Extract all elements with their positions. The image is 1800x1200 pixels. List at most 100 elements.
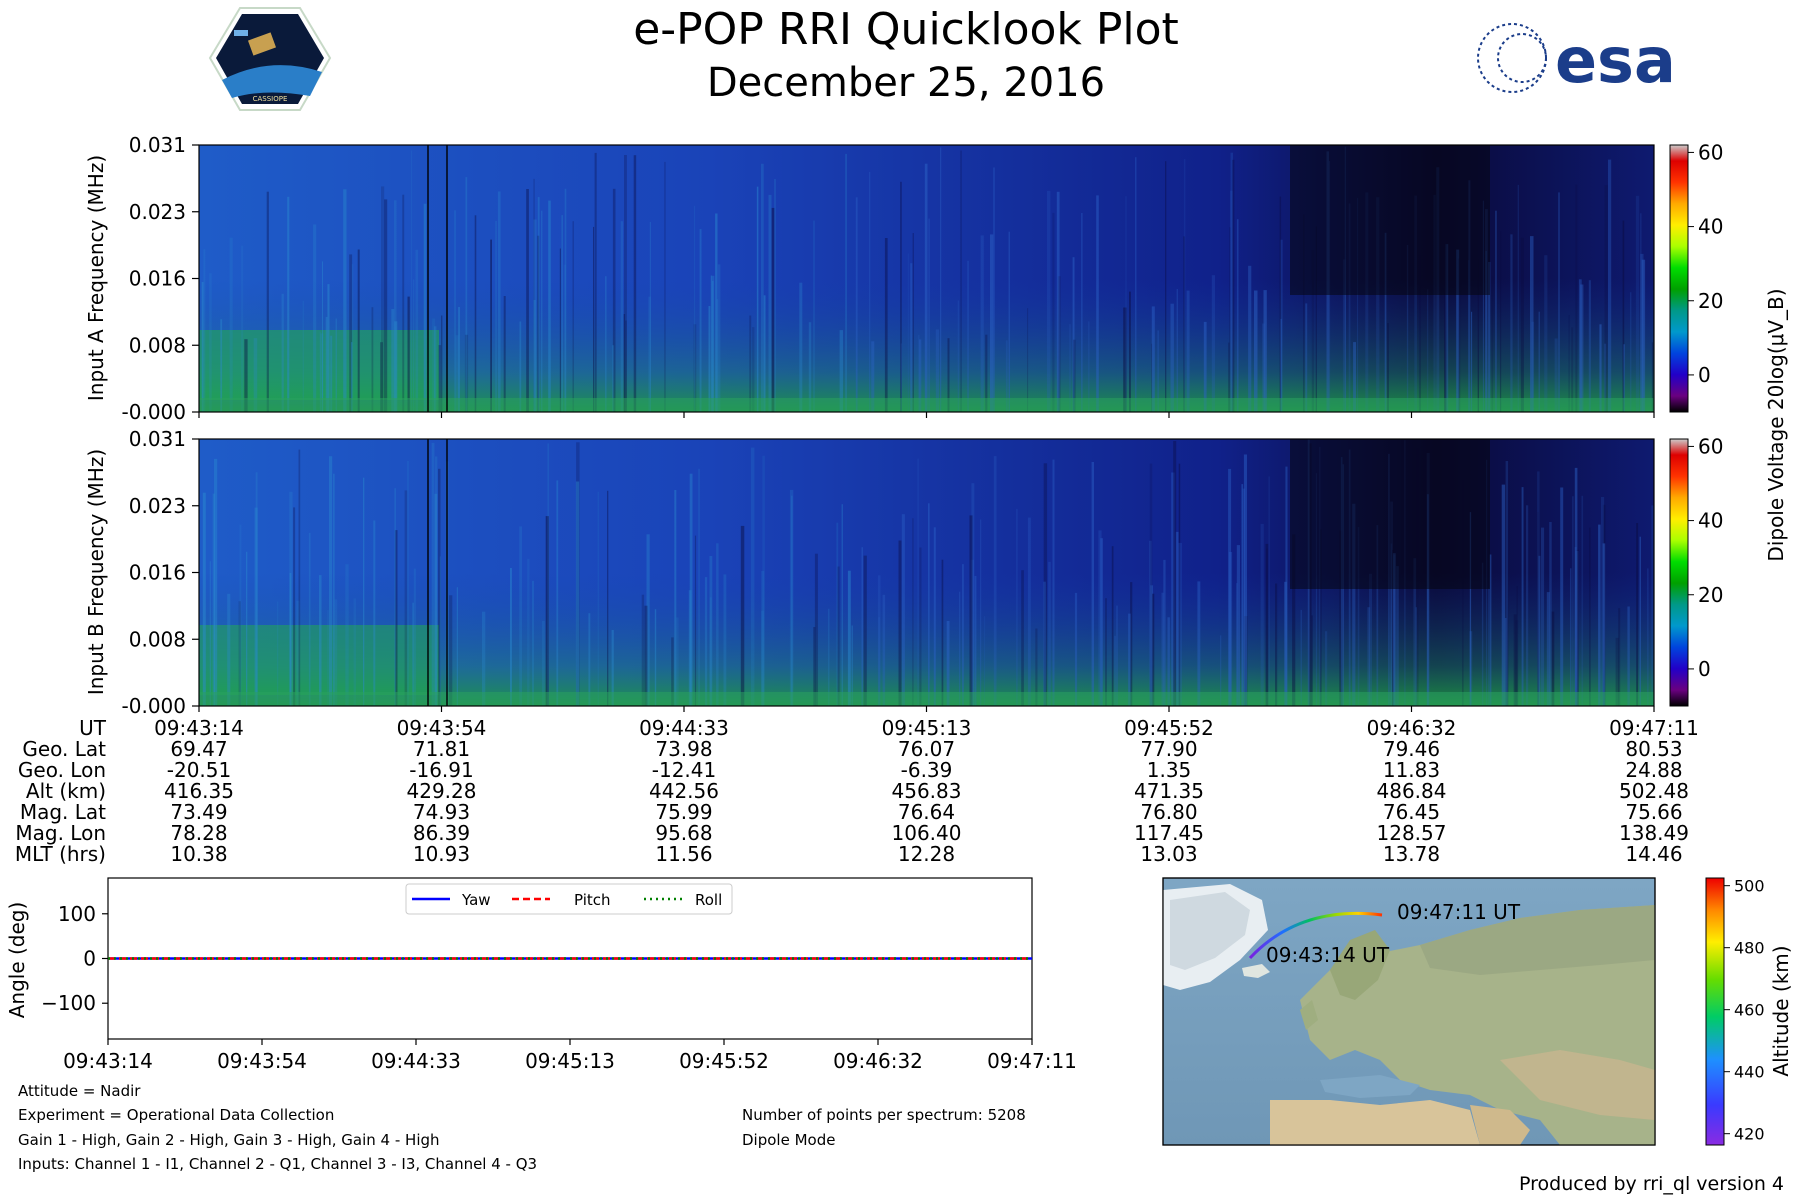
ephemeris-value: 486.84: [1377, 779, 1447, 803]
spectrogram-streak: [917, 334, 920, 412]
spectrogram-streak: [541, 210, 543, 412]
input-a-colorbar-tick-label: 60: [1698, 140, 1723, 164]
spectrogram-streak: [1608, 159, 1612, 412]
spectrogram-streak: [940, 147, 942, 412]
spectrogram-streak: [620, 221, 624, 412]
spectrogram-streak: [624, 155, 627, 412]
spectrogram-streak: [1554, 338, 1558, 412]
ephemeris-value: -20.51: [167, 758, 231, 782]
spectrogram-streak: [277, 601, 279, 706]
spectrogram-streak: [431, 442, 435, 706]
spectrogram-streak: [227, 593, 231, 706]
ephemeris-value: 14.46: [1625, 842, 1682, 866]
spectrogram-streak: [1203, 321, 1207, 412]
ephemeris-value: 76.07: [898, 737, 955, 761]
spectrogram-streak: [266, 191, 269, 412]
spectrogram-streak: [1088, 321, 1090, 412]
footer-mode: Dipole Mode: [742, 1131, 835, 1149]
spectrogram-streak: [439, 556, 441, 706]
ephemeris-value: 456.83: [892, 779, 962, 803]
legend-pitch: Pitch: [574, 891, 611, 909]
spectrogram-streak: [1284, 581, 1287, 706]
spectrogram-streak: [296, 600, 300, 706]
spectrogram-streak: [1384, 232, 1387, 412]
track-end-label: 09:47:11 UT: [1397, 900, 1521, 924]
spectrogram-streak: [808, 322, 812, 412]
spectrogram-streak: [935, 329, 939, 412]
spectrogram-streak: [962, 564, 964, 706]
altitude-colorbar-label: Altitude (km): [1769, 945, 1793, 1076]
spectrogram-streak: [689, 473, 693, 706]
spectrogram-streak: [434, 493, 438, 706]
spectrogram-streak: [287, 196, 290, 412]
attitude-ylabel: Angle (deg): [5, 902, 29, 1019]
spectrogram-streak: [1602, 543, 1606, 706]
spectrogram-streak: [319, 331, 322, 412]
spectrogram-streak: [1639, 536, 1641, 706]
spectrogram-streak: [1043, 581, 1046, 706]
spectrogram-streak: [597, 491, 599, 706]
spectrogram-streak: [1501, 484, 1506, 706]
input-a-colorbar-tick-label: 20: [1698, 289, 1723, 313]
dipole-colorbar-label: Dipole Voltage 20log(μV_B): [1764, 288, 1788, 561]
spectrogram-streak: [327, 284, 330, 412]
spectrogram-streak: [564, 188, 567, 412]
spectrogram-streak: [1627, 606, 1630, 706]
ephemeris-value: 69.47: [170, 737, 227, 761]
spectrogram-streak: [1057, 276, 1061, 412]
spectrogram-streak: [289, 491, 293, 706]
spectrogram-streak: [752, 327, 755, 412]
spectrogram-streak: [907, 253, 909, 412]
input-b-colorbar-tick-label: 40: [1698, 509, 1723, 533]
spectrogram-streak: [1530, 236, 1534, 412]
spectrogram-streak: [343, 189, 347, 412]
spectrogram-streak: [1516, 586, 1518, 706]
spectrogram-streak: [1242, 488, 1245, 706]
spectrogram-streak: [1433, 194, 1436, 412]
spectrogram-streak: [1178, 542, 1182, 706]
spectrogram-streak: [561, 215, 563, 412]
spectrogram-streak: [1468, 260, 1470, 412]
spectrogram-streak: [694, 535, 697, 706]
spectrogram-streak: [625, 320, 627, 412]
spectrogram-streak: [1488, 262, 1491, 412]
scandinavia: [1330, 930, 1390, 1000]
spectrogram-streak: [391, 309, 395, 412]
spectrogram-streak: [969, 515, 973, 706]
spectrogram-streak: [959, 591, 961, 706]
spectrogram-streak: [1538, 555, 1541, 706]
siberia-north: [1420, 905, 1655, 975]
spectrogram-streak: [990, 234, 994, 412]
iceland: [1242, 964, 1270, 978]
spectrogram-streak: [1367, 607, 1371, 706]
spectrogram-streak: [1575, 184, 1578, 412]
input-a-colorbar-tick-label: 0: [1698, 363, 1711, 387]
ephemeris-value: 77.90: [1140, 737, 1197, 761]
spectrogram-streak: [410, 150, 413, 412]
spectrogram-streak: [1303, 214, 1305, 412]
plot-title: e-POP RRI Quicklook Plot: [633, 4, 1179, 55]
spectrogram-streak: [394, 488, 396, 706]
spectrogram-streak: [1574, 467, 1578, 706]
spectrogram-streak: [1151, 343, 1153, 412]
spectrogram-streak: [433, 326, 437, 412]
ephemeris-value: 13.03: [1140, 842, 1197, 866]
spectrogram-streak: [861, 547, 863, 706]
spectrogram-streak: [799, 282, 803, 412]
spectrogram-streak: [438, 468, 441, 706]
spectrogram-streak: [1052, 459, 1055, 706]
spectrogram-streak: [814, 553, 818, 706]
spectrogram-streak: [612, 188, 616, 412]
spectrogram-streak: [674, 490, 677, 706]
spectrogram-streak: [1105, 598, 1107, 706]
attitude-ytick-label: −100: [41, 991, 96, 1015]
legend-roll: Roll: [695, 891, 722, 909]
spectrogram-streak: [644, 605, 648, 706]
spectrogram-streak: [980, 519, 982, 706]
altitude-colorbar-tick-label: 420: [1734, 1125, 1765, 1144]
spectrogram-streak: [353, 598, 356, 706]
spectrogram-streak: [572, 221, 574, 412]
spectrogram-streak: [878, 617, 880, 706]
attitude-ytick-label: 0: [83, 947, 96, 971]
